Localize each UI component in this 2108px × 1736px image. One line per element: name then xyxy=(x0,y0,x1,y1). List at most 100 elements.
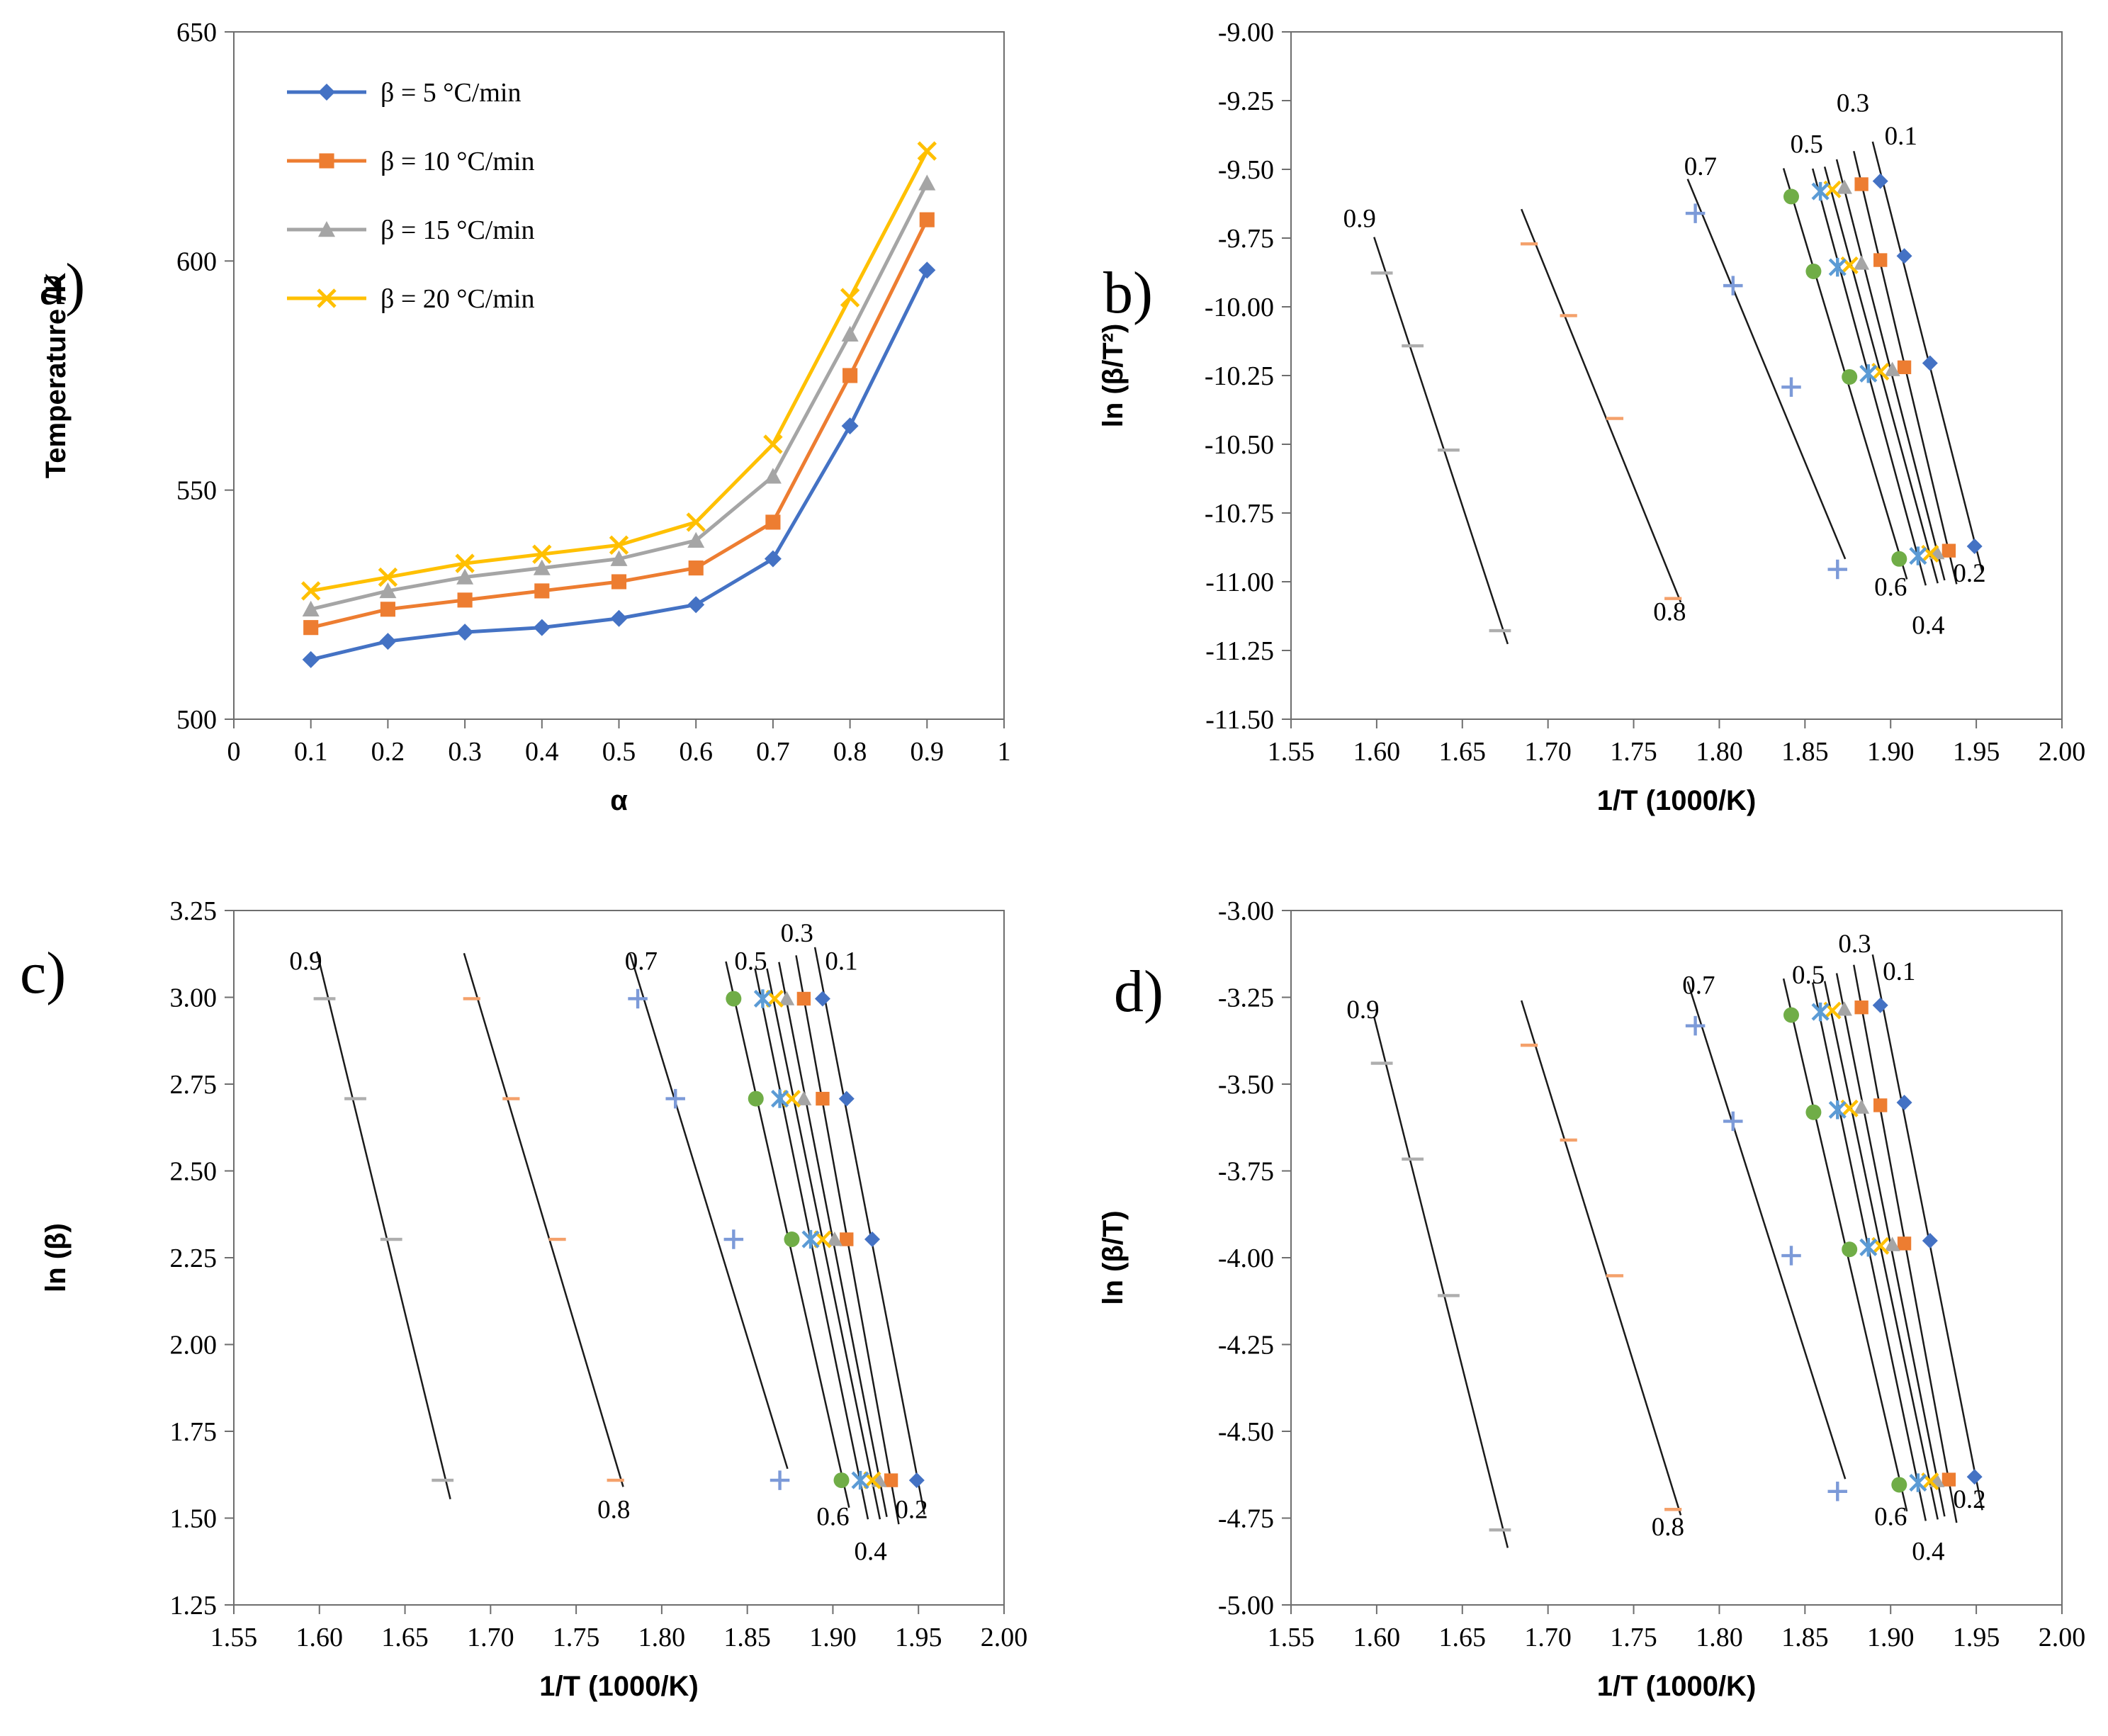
panel-d: d) 1.55 1.60 1.65 1.70 1.75 1.80 1.85 1.90 1.95 2… xyxy=(1054,843,2108,1736)
svg-text:1.80: 1.80 xyxy=(1696,1623,1743,1652)
svg-text:1.60: 1.60 xyxy=(1353,737,1401,767)
svg-text:-11.00: -11.00 xyxy=(1205,568,1274,597)
svg-text:α: α xyxy=(610,785,628,816)
svg-text:1.80: 1.80 xyxy=(638,1623,686,1652)
svg-text:1.55: 1.55 xyxy=(1268,1623,1315,1652)
svg-text:0.2: 0.2 xyxy=(1953,1485,1985,1514)
svg-text:0.7: 0.7 xyxy=(1684,152,1717,181)
svg-text:1.90: 1.90 xyxy=(1867,1623,1915,1652)
svg-text:-3.25: -3.25 xyxy=(1218,983,1274,1013)
svg-text:0.5: 0.5 xyxy=(1791,130,1823,159)
svg-text:-3.00: -3.00 xyxy=(1218,896,1274,926)
svg-text:-9.00: -9.00 xyxy=(1218,18,1274,47)
svg-text:2.00: 2.00 xyxy=(2039,1623,2086,1652)
svg-text:1/T (1000/K): 1/T (1000/K) xyxy=(1597,785,1757,816)
svg-text:2.00: 2.00 xyxy=(981,1623,1028,1652)
svg-text:1.55: 1.55 xyxy=(1268,737,1315,767)
svg-text:0.8: 0.8 xyxy=(597,1496,630,1525)
svg-text:600: 600 xyxy=(176,247,217,276)
svg-text:1.85: 1.85 xyxy=(723,1623,771,1652)
svg-text:-10.00: -10.00 xyxy=(1205,293,1274,322)
svg-text:1.75: 1.75 xyxy=(553,1623,600,1652)
svg-text:1.60: 1.60 xyxy=(296,1623,344,1652)
svg-text:0.7: 0.7 xyxy=(756,737,790,767)
svg-text:-10.50: -10.50 xyxy=(1205,430,1274,460)
svg-text:3.25: 3.25 xyxy=(170,896,218,926)
svg-text:1.95: 1.95 xyxy=(1953,1623,2000,1652)
svg-text:3.00: 3.00 xyxy=(170,983,218,1013)
svg-text:1.65: 1.65 xyxy=(381,1623,429,1652)
svg-text:0.3: 0.3 xyxy=(448,737,482,767)
svg-text:0: 0 xyxy=(227,737,241,767)
svg-text:β = 20 °C/min: β = 20 °C/min xyxy=(381,284,534,314)
svg-text:0.2: 0.2 xyxy=(371,737,405,767)
svg-text:1.70: 1.70 xyxy=(467,1623,514,1652)
svg-text:550: 550 xyxy=(176,476,217,506)
svg-text:-11.50: -11.50 xyxy=(1205,705,1274,735)
svg-text:0.8: 0.8 xyxy=(833,737,867,767)
panel-b-letter: b) xyxy=(1103,260,1153,326)
svg-text:1.85: 1.85 xyxy=(1781,1623,1829,1652)
svg-text:-9.50: -9.50 xyxy=(1218,155,1274,185)
svg-text:0.3: 0.3 xyxy=(1838,930,1871,959)
svg-text:1/T (1000/K): 1/T (1000/K) xyxy=(1597,1671,1757,1702)
svg-text:β = 10 °C/min: β = 10 °C/min xyxy=(381,147,534,176)
svg-text:1.55: 1.55 xyxy=(210,1623,258,1652)
svg-text:650: 650 xyxy=(176,18,217,47)
svg-text:0.8: 0.8 xyxy=(1652,1513,1684,1542)
svg-text:-10.25: -10.25 xyxy=(1205,361,1274,391)
svg-text:0.3: 0.3 xyxy=(781,919,813,948)
svg-text:-4.50: -4.50 xyxy=(1218,1417,1274,1447)
panel-c-chart: 1.55 1.60 1.65 1.70 1.75 1.80 1.85 1.90 1.95 2.00… xyxy=(40,896,1028,1702)
svg-text:0.4: 0.4 xyxy=(854,1537,886,1566)
panel-a-chart: 0 0.1 0.2 0.3 0.4 0.5 0.6 0.7 0.8 0.9 1 500 550 600 65… xyxy=(40,18,1011,816)
svg-text:0.4: 0.4 xyxy=(1912,1537,1944,1566)
svg-text:-3.75: -3.75 xyxy=(1218,1157,1274,1187)
svg-text:1.65: 1.65 xyxy=(1439,1623,1487,1652)
svg-text:-5.00: -5.00 xyxy=(1218,1591,1274,1621)
svg-text:1/T (1000/K): 1/T (1000/K) xyxy=(539,1671,699,1702)
svg-text:1.90: 1.90 xyxy=(809,1623,857,1652)
svg-text:Temperature /K: Temperature /K xyxy=(40,273,72,479)
svg-text:1.70: 1.70 xyxy=(1524,1623,1572,1652)
svg-text:1.85: 1.85 xyxy=(1781,737,1829,767)
svg-text:1.70: 1.70 xyxy=(1524,737,1572,767)
svg-text:2.00: 2.00 xyxy=(170,1331,218,1360)
svg-text:2.25: 2.25 xyxy=(170,1244,218,1273)
svg-text:ln (β/T): ln (β/T) xyxy=(1098,1210,1129,1304)
svg-text:0.6: 0.6 xyxy=(1874,1502,1907,1531)
panel-c: c) 1.55 1.60 1.65 1.70 1.75 1.80 1.85 1.90 1.95 2… xyxy=(0,843,1054,1736)
svg-text:ln (β): ln (β) xyxy=(40,1223,72,1292)
svg-text:1.90: 1.90 xyxy=(1867,737,1915,767)
svg-text:0.9: 0.9 xyxy=(911,737,945,767)
svg-text:1.75: 1.75 xyxy=(170,1417,218,1447)
svg-text:0.9: 0.9 xyxy=(1346,996,1379,1025)
svg-text:-9.75: -9.75 xyxy=(1218,224,1274,254)
svg-text:1.25: 1.25 xyxy=(170,1591,218,1621)
panel-b-chart: 1.55 1.60 1.65 1.70 1.75 1.80 1.85 1.90 1.95 2.00… xyxy=(1098,18,2086,816)
svg-text:0.4: 0.4 xyxy=(1912,611,1944,641)
svg-text:2.50: 2.50 xyxy=(170,1157,218,1187)
svg-text:0.6: 0.6 xyxy=(1874,573,1907,602)
svg-text:0.4: 0.4 xyxy=(525,737,559,767)
svg-text:0.7: 0.7 xyxy=(1682,971,1715,1001)
svg-text:0.1: 0.1 xyxy=(825,947,857,976)
svg-text:1.60: 1.60 xyxy=(1353,1623,1401,1652)
svg-text:-3.50: -3.50 xyxy=(1218,1070,1274,1100)
svg-text:-11.25: -11.25 xyxy=(1205,636,1274,666)
svg-text:1.65: 1.65 xyxy=(1439,737,1487,767)
svg-text:500: 500 xyxy=(176,705,217,735)
panel-d-chart: 1.55 1.60 1.65 1.70 1.75 1.80 1.85 1.90 1.95 2.00… xyxy=(1098,896,2086,1702)
svg-text:ln (β/T²): ln (β/T²) xyxy=(1098,324,1129,428)
svg-text:0.6: 0.6 xyxy=(679,737,713,767)
svg-text:2.00: 2.00 xyxy=(2039,737,2086,767)
svg-text:0.9: 0.9 xyxy=(289,947,322,976)
svg-text:-4.25: -4.25 xyxy=(1218,1331,1274,1360)
svg-text:0.2: 0.2 xyxy=(1953,559,1985,588)
svg-text:β = 5 °C/min: β = 5 °C/min xyxy=(381,78,521,108)
svg-text:0.1: 0.1 xyxy=(294,737,328,767)
svg-text:0.2: 0.2 xyxy=(895,1496,928,1525)
svg-text:1.80: 1.80 xyxy=(1696,737,1743,767)
svg-text:1.50: 1.50 xyxy=(170,1504,218,1534)
